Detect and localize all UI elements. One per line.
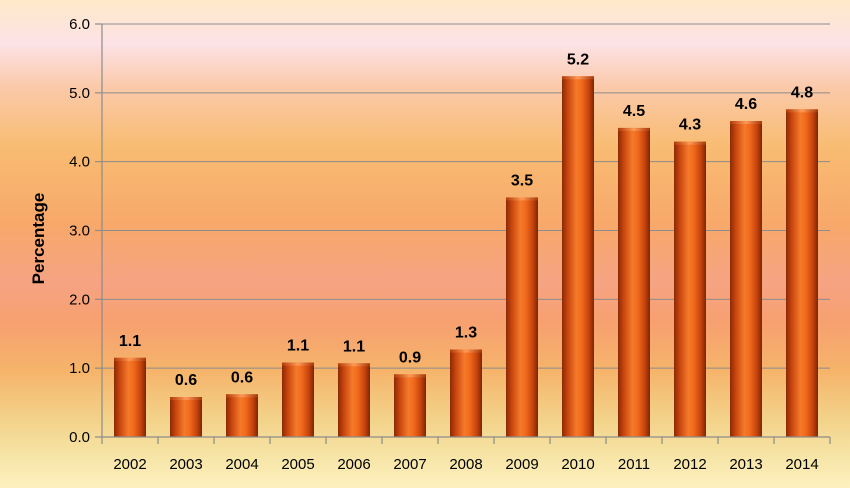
data-label-2005: 1.1 — [287, 338, 309, 355]
bar-2009 — [506, 197, 538, 437]
bars — [114, 76, 818, 438]
x-tick-label: 2003 — [169, 456, 202, 473]
y-tick-label: 0.0 — [69, 429, 90, 446]
y-tick-label: 3.0 — [69, 223, 90, 240]
bar-2011 — [618, 127, 650, 438]
x-tick-label: 2006 — [337, 456, 370, 473]
bar-2012 — [674, 141, 706, 437]
bar-top-highlight — [282, 362, 314, 366]
bar-top-highlight — [226, 394, 258, 398]
data-label-2003: 0.6 — [175, 372, 197, 389]
bar-top-highlight — [618, 127, 650, 131]
bar-top-highlight — [114, 357, 146, 361]
data-label-2002: 1.1 — [119, 333, 141, 350]
data-label-2010: 5.2 — [567, 51, 589, 68]
bar-2008 — [450, 349, 482, 437]
bar-top-highlight — [730, 121, 762, 125]
x-tick-label: 2014 — [785, 456, 818, 473]
x-tick-label: 2008 — [449, 456, 482, 473]
bar-2004 — [226, 394, 258, 437]
data-label-2011: 4.5 — [623, 103, 645, 120]
x-tick-label: 2002 — [113, 456, 146, 473]
data-labels: 1.1 0.6 0.6 1.1 1.1 0.9 1.3 3.5 5.2 4.5 4.3 4.6 4.8 — [119, 51, 813, 389]
x-tick-label: 2009 — [505, 456, 538, 473]
data-label-2006: 1.1 — [343, 338, 365, 355]
data-label-2007: 0.9 — [399, 349, 421, 366]
bar-top-highlight — [338, 363, 370, 367]
bar-2003 — [170, 397, 202, 437]
x-tick-label: 2007 — [393, 456, 426, 473]
bar-2005 — [282, 362, 314, 437]
bar-top-highlight — [170, 397, 202, 401]
x-tick-label: 2010 — [561, 456, 594, 473]
data-label-2008: 1.3 — [455, 325, 477, 342]
y-axis-title: Percentage — [29, 193, 48, 285]
data-label-2012: 4.3 — [679, 117, 701, 134]
axes: 0.0 1.0 2.0 3.0 4.0 5.0 6.0 2002 2003 2004 2005 200… — [69, 16, 831, 473]
bar-2010 — [562, 76, 594, 438]
x-tick-label: 2004 — [225, 456, 258, 473]
gridlines — [102, 23, 830, 369]
y-tick-label: 6.0 — [69, 16, 90, 33]
bar-2007 — [394, 374, 426, 437]
bar-2014 — [786, 109, 818, 437]
bar-top-highlight — [394, 374, 426, 378]
bar-2002 — [114, 357, 146, 437]
bar-top-highlight — [786, 109, 818, 113]
bar-top-highlight — [506, 197, 538, 201]
y-tick-label: 1.0 — [69, 360, 90, 377]
x-tick-label: 2005 — [281, 456, 314, 473]
bar-top-highlight — [562, 76, 594, 80]
data-label-2014: 4.8 — [791, 84, 813, 101]
data-label-2004: 0.6 — [231, 369, 253, 386]
bar-2013 — [730, 121, 762, 438]
x-tick-label: 2011 — [618, 456, 650, 473]
data-label-2013: 4.6 — [735, 96, 757, 113]
bar-2006 — [338, 363, 370, 437]
y-tick-label: 2.0 — [69, 291, 90, 308]
y-tick-label: 5.0 — [69, 85, 90, 102]
x-tick-label: 2013 — [729, 456, 762, 473]
bar-top-highlight — [450, 349, 482, 353]
x-tick-label: 2012 — [673, 456, 706, 473]
data-label-2009: 3.5 — [511, 172, 533, 189]
bar-top-highlight — [674, 141, 706, 145]
y-tick-label: 4.0 — [69, 154, 90, 171]
